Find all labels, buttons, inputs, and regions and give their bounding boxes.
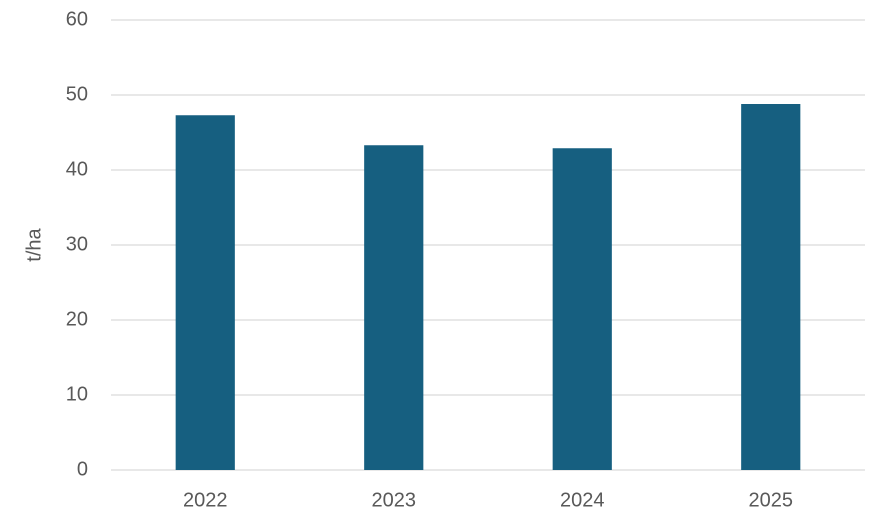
y-tick-label: 20 [66,308,88,330]
y-tick-label: 50 [66,83,88,105]
y-tick-label: 30 [66,233,88,255]
y-tick-label: 60 [66,8,88,30]
bar [364,145,424,470]
x-tick-label: 2024 [560,489,605,511]
y-tick-label: 40 [66,158,88,180]
bar [741,104,801,470]
y-tick-label: 10 [66,383,88,405]
y-axis-label: t/ha [23,227,45,261]
x-tick-label: 2022 [183,489,228,511]
x-tick-label: 2023 [372,489,417,511]
y-tick-label: 0 [77,458,88,480]
bar [552,148,612,470]
x-tick-label: 2025 [749,489,794,511]
bar [175,115,235,470]
